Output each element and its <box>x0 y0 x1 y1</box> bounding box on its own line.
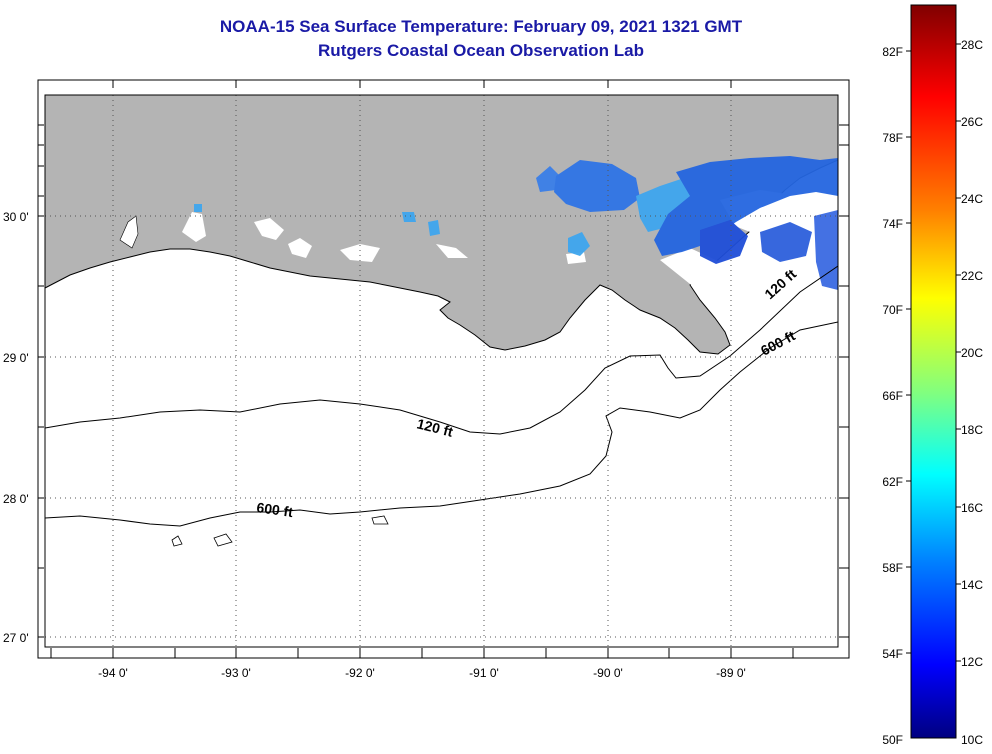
colorbar <box>910 4 957 739</box>
colorbar-c-label: 22C <box>961 269 983 283</box>
colorbar-c-label: 14C <box>961 578 983 592</box>
contour-120ft-west <box>45 265 838 435</box>
colorbar-f-label: 70F <box>882 303 903 317</box>
colorbar-c-label: 12C <box>961 655 983 669</box>
frame-ticks <box>38 80 849 658</box>
colorbar-f-label: 74F <box>882 217 903 231</box>
gridlines <box>45 95 838 647</box>
colorbar-c-label: 24C <box>961 192 983 206</box>
lon-label: -89 0' <box>716 666 746 680</box>
map-subtitle: Rutgers Coastal Ocean Observation Lab <box>318 41 644 60</box>
colorbar-f-label: 66F <box>882 389 903 403</box>
outer-frame <box>37 79 850 659</box>
lon-label: -94 0' <box>98 666 128 680</box>
colorbar-f-label: 78F <box>882 131 903 145</box>
colorbar-f-label: 50F <box>882 733 903 747</box>
lat-label: 28 0' <box>3 492 29 506</box>
colorbar-c-label: 10C <box>961 733 983 747</box>
lon-label: -90 0' <box>593 666 623 680</box>
sst-patches <box>194 156 838 290</box>
colorbar-f-label: 82F <box>882 45 903 59</box>
lat-label: 29 0' <box>3 351 29 365</box>
lake-2 <box>182 212 206 242</box>
lake-6 <box>436 244 468 258</box>
lon-label: -92 0' <box>345 666 375 680</box>
lon-label: -91 0' <box>469 666 499 680</box>
colorbar-f-label: 62F <box>882 475 903 489</box>
lat-label: 30 0' <box>3 210 29 224</box>
lake-4 <box>288 238 312 258</box>
colorbar-c-label: 26C <box>961 115 983 129</box>
colorbar-c-label: 18C <box>961 423 983 437</box>
colorbar-c-label: 28C <box>961 38 983 52</box>
contour-600ft <box>45 321 838 527</box>
colorbar-c-label: 20C <box>961 346 983 360</box>
colorbar-ticks <box>906 43 961 662</box>
lake-3 <box>254 218 284 240</box>
lat-label: 27 0' <box>3 631 29 645</box>
lake-1 <box>119 215 139 249</box>
plot-frame <box>44 94 839 648</box>
lake-5 <box>340 244 380 262</box>
contour-label: 600 ft <box>256 499 295 520</box>
colorbar-c-label: 16C <box>961 501 983 515</box>
clear-area-east <box>660 248 838 300</box>
map-title: NOAA-15 Sea Surface Temperature: Februar… <box>219 17 743 36</box>
colorbar-f-label: 58F <box>882 561 903 575</box>
colorbar-f-label: 54F <box>882 647 903 661</box>
lon-label: -93 0' <box>221 666 251 680</box>
